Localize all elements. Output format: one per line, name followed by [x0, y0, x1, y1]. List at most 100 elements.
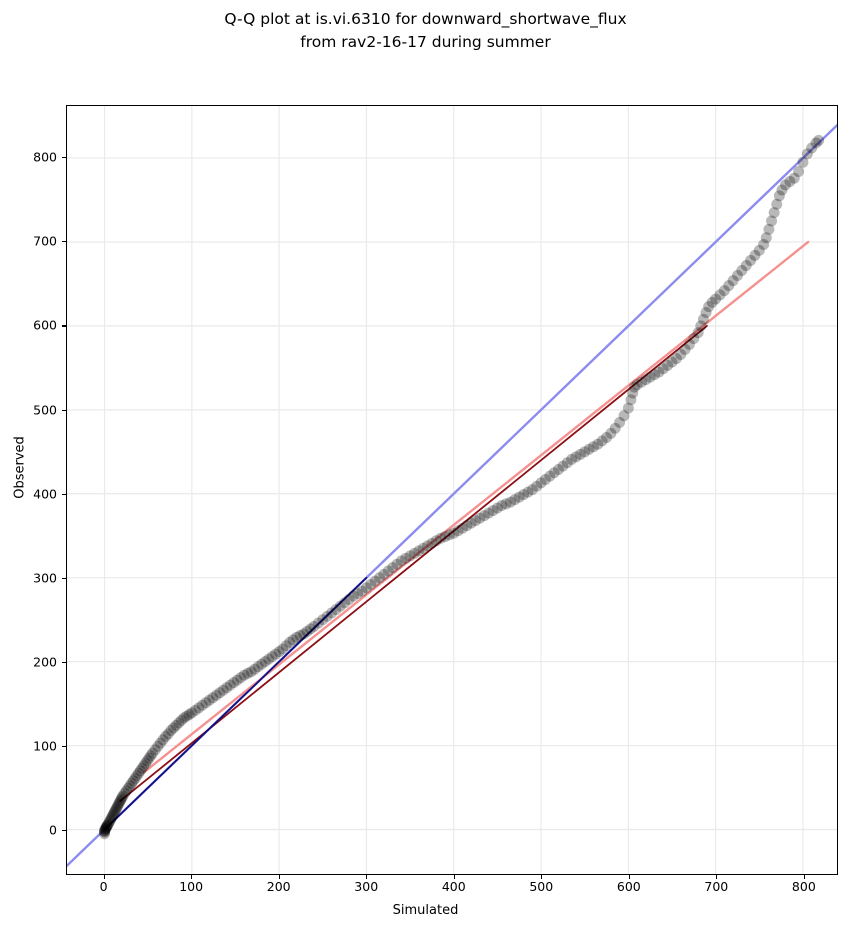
scatter-point: [635, 376, 647, 388]
scatter-point: [522, 486, 534, 498]
scatter-point: [387, 562, 399, 574]
scatter-point: [382, 565, 394, 577]
scatter-point: [104, 815, 116, 827]
scatter-point: [200, 697, 212, 709]
scatter-point: [312, 617, 324, 629]
scatter-point: [138, 760, 150, 772]
scatter-point: [287, 634, 299, 646]
scatter-point: [614, 416, 626, 428]
y-tick-mark: [62, 830, 66, 832]
plot-canvas: [67, 106, 837, 874]
scatter-point: [277, 643, 289, 655]
x-tick-mark: [191, 875, 193, 879]
scatter-point: [105, 813, 117, 825]
scatter-point: [649, 369, 661, 381]
scatter-point: [165, 724, 177, 736]
scatter-point: [496, 500, 508, 512]
x-tick-mark: [453, 875, 455, 879]
scatter-point: [291, 631, 303, 643]
scatter-point: [500, 498, 512, 510]
scatter-point: [426, 537, 438, 549]
scatter-point: [596, 435, 608, 447]
scatter-point: [408, 547, 420, 559]
scatter-point: [114, 795, 126, 807]
scatter-point: [178, 712, 190, 724]
x-tick-mark: [716, 875, 718, 879]
scatter-point: [111, 802, 123, 814]
scatter-point: [259, 656, 271, 668]
scatter-point: [518, 489, 530, 501]
scatter-point: [266, 651, 278, 663]
scatter-point: [221, 682, 233, 694]
scatter-point: [736, 265, 748, 276]
scatter-point: [321, 610, 333, 622]
scatter-point: [99, 823, 111, 835]
scatter-point: [631, 379, 643, 391]
y-tick-label: 700: [33, 233, 57, 249]
scatter-point: [627, 387, 639, 399]
scatter-point: [695, 320, 707, 332]
scatter-point: [305, 623, 317, 635]
scatter-point: [181, 710, 193, 722]
x-axis-label: Simulated: [392, 903, 459, 918]
scatter-point: [505, 496, 516, 508]
scatter-point: [99, 826, 111, 838]
scatter-point: [136, 762, 148, 774]
scatter-point: [609, 422, 621, 434]
scatter-point: [147, 747, 159, 759]
scatter-point: [749, 249, 761, 261]
scatter-point: [662, 359, 674, 371]
x-tick-mark: [628, 875, 630, 879]
scatter-point: [99, 824, 111, 836]
scatter-point: [224, 679, 236, 691]
scatter-point: [360, 582, 372, 594]
scatter-point: [391, 558, 403, 570]
scatter-point: [810, 137, 822, 149]
scatter-point: [203, 694, 215, 706]
scatter-point: [162, 728, 174, 740]
scatter-point: [683, 338, 695, 350]
scatter-point: [108, 807, 120, 819]
scatter-point: [644, 371, 656, 383]
y-tick-mark: [62, 746, 66, 748]
scatter-point: [103, 817, 115, 829]
scatter-point: [356, 585, 368, 597]
scatter-point: [99, 824, 111, 836]
inner-fit-line: [119, 325, 708, 802]
scatter-point: [298, 628, 310, 640]
scatter-point: [618, 410, 630, 422]
scatter-point: [422, 540, 434, 552]
scatter-point: [101, 820, 113, 832]
y-tick-mark: [62, 409, 66, 411]
scatter-point: [553, 463, 564, 475]
scatter-point: [628, 381, 640, 393]
scatter-point: [369, 575, 381, 587]
scatter-point: [583, 443, 595, 455]
scatter-point: [776, 184, 788, 196]
scatter-point: [263, 653, 275, 665]
scatter-point: [330, 604, 342, 616]
scatter-point: [413, 545, 425, 557]
y-tick-label: 600: [33, 317, 57, 333]
scatter-point: [168, 722, 179, 734]
scatter-point: [113, 798, 124, 810]
scatter-point: [334, 600, 346, 612]
scatter-point: [217, 684, 229, 696]
scatter-point: [679, 343, 691, 355]
scatter-point: [670, 353, 682, 365]
reference-lines: [67, 124, 837, 867]
scatter-point: [692, 327, 704, 339]
scatter-point: [170, 719, 182, 731]
scatter-point: [157, 734, 169, 746]
scatter-point: [294, 630, 306, 642]
scatter-point: [106, 812, 118, 824]
scatter-point: [813, 134, 825, 146]
scatter-point: [535, 477, 547, 489]
x-tick-label: 200: [266, 879, 291, 894]
x-tick-mark: [103, 875, 105, 879]
scatter-point: [697, 313, 709, 325]
scatter-point: [238, 669, 250, 681]
scatter-point: [478, 510, 490, 522]
scatter-point: [301, 625, 313, 637]
